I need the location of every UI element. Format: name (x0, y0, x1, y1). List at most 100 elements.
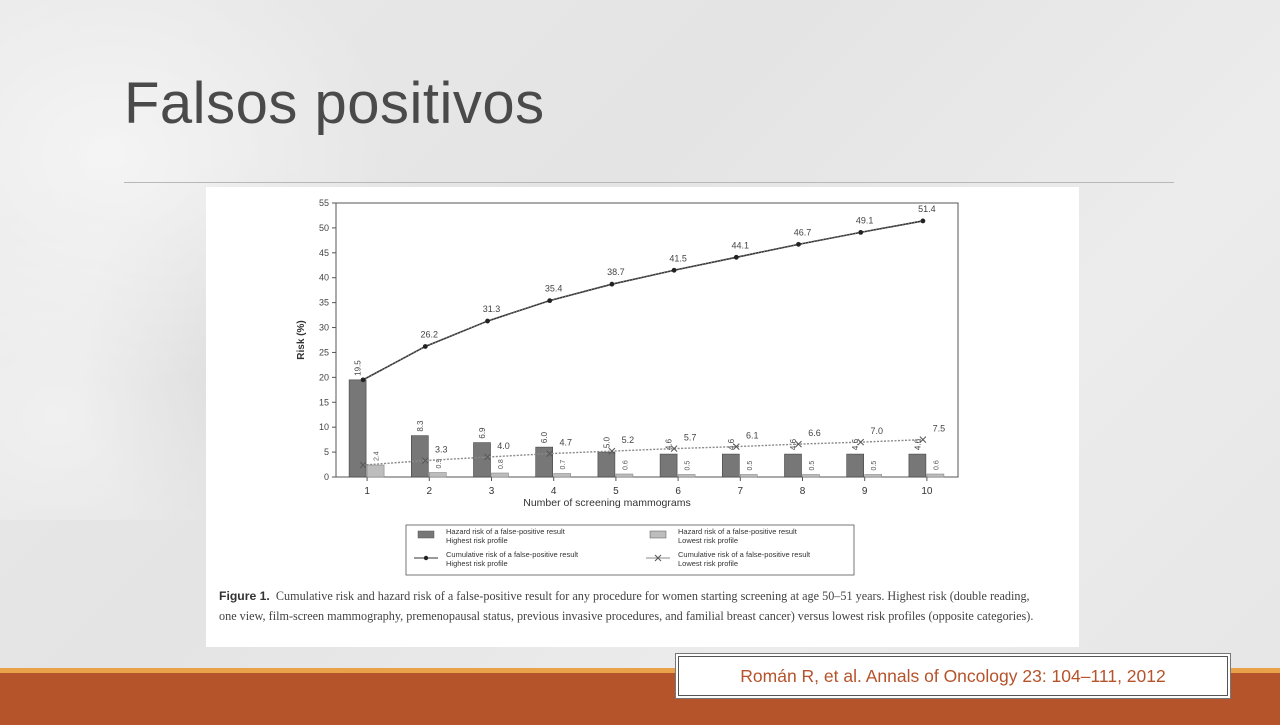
label-cumulative-lowest: 4.7 (559, 438, 572, 448)
bar-label-hazard-highest: 4.6 (913, 438, 922, 450)
label-cumulative-lowest: 4.0 (497, 441, 510, 451)
legend-swatch (649, 530, 667, 539)
line-cumulative-lowest (363, 438, 923, 466)
legend-label-line2: Lowest risk profile (678, 536, 738, 545)
marker-cumulative-lowest (546, 450, 554, 457)
marker-cumulative-lowest (608, 447, 616, 455)
bar-label-hazard-highest: 19.5 (354, 360, 363, 376)
marker-cumulative-lowest (795, 440, 802, 448)
bar-hazard-lowest (553, 473, 572, 478)
figure-caption-text: Cumulative risk and hazard risk of a fal… (219, 589, 1034, 623)
bar-hazard-highest (721, 453, 740, 478)
bar-label-hazard-lowest: 0.6 (622, 460, 629, 470)
x-tick-label: 1 (364, 486, 370, 497)
y-tick-label: 20 (319, 372, 329, 382)
bar-label-hazard-highest: 4.6 (727, 438, 736, 450)
y-tick-label: 25 (319, 347, 329, 357)
bar-hazard-highest (846, 453, 865, 478)
label-cumulative-lowest: 6.6 (808, 428, 821, 438)
label-cumulative-lowest: 5.7 (684, 433, 697, 443)
bar-hazard-highest (348, 379, 367, 478)
label-cumulative-highest: 26.2 (421, 329, 439, 339)
label-cumulative-lowest: 7.0 (870, 426, 883, 436)
legend-label-line2: Highest risk profile (446, 559, 508, 568)
line-cumulative-highest-overlay (362, 220, 923, 381)
marker-cumulative-lowest (484, 453, 491, 461)
label-cumulative-highest: 38.7 (607, 267, 625, 277)
label-cumulative-highest: 44.1 (732, 240, 750, 250)
bar-hazard-highest (473, 442, 491, 478)
marker-cumulative-highest (920, 218, 926, 224)
bar-hazard-lowest (429, 472, 447, 478)
marker-cumulative-lowest (919, 436, 927, 443)
label-cumulative-highest: 41.5 (669, 253, 687, 263)
figure-caption: Figure 1. Cumulative risk and hazard ris… (219, 587, 1049, 626)
figure-panel: 0 5 10 15 20 25 30 35 40 45 50 55 Risk (%) 1 2 3 4 5 6 7 8 9 1… (206, 187, 1079, 647)
title-divider (124, 182, 1174, 183)
marker-cumulative-highest (858, 229, 864, 235)
bar-hazard-lowest (491, 472, 509, 478)
label-cumulative-lowest: 6.1 (746, 431, 759, 441)
y-tick-label: 15 (319, 397, 329, 407)
line-cumulative-highest (362, 220, 924, 381)
label-cumulative-lowest: 7.5 (933, 424, 946, 434)
x-tick-label: 2 (427, 486, 433, 497)
bar-hazard-highest (411, 435, 429, 478)
x-tick-label: 10 (921, 486, 933, 497)
x-tick-label: 5 (613, 486, 619, 497)
bar-label-hazard-lowest: 0.5 (747, 461, 754, 471)
slide-title: Falsos positivos (124, 71, 545, 136)
marker-cumulative-highest (547, 298, 553, 304)
label-cumulative-lowest: 3.3 (435, 445, 448, 455)
bar-label-hazard-highest: 4.6 (665, 438, 674, 450)
plot-frame (335, 202, 959, 478)
y-axis-label: Risk (%) (296, 320, 307, 359)
bar-hazard-lowest (802, 474, 820, 478)
x-tick-label: 3 (489, 486, 495, 497)
bar-hazard-lowest (366, 464, 385, 478)
marker-cumulative-highest (733, 254, 739, 260)
y-tick-label: 50 (319, 223, 329, 233)
marker-cumulative-highest (422, 344, 428, 349)
bar-hazard-lowest (926, 473, 945, 478)
x-tick-label: 8 (800, 486, 806, 497)
marker-cumulative-highest (796, 241, 801, 247)
bar-label-hazard-highest: 8.3 (416, 420, 425, 432)
legend-box (405, 524, 855, 576)
legend-label-line1: Hazard risk of a false-positive result (446, 527, 566, 536)
bar-label-hazard-lowest: 0.5 (685, 461, 692, 471)
label-cumulative-highest: 35.4 (545, 284, 563, 294)
legend-label-line2: Lowest risk profile (678, 559, 738, 568)
label-cumulative-highest: 49.1 (856, 215, 874, 225)
bar-hazard-lowest (864, 474, 883, 478)
bar-label-hazard-lowest: 2.4 (374, 451, 381, 461)
y-tick-label: 35 (319, 298, 329, 308)
marker-cumulative-lowest (421, 457, 429, 464)
bar-label-hazard-lowest: 0.7 (560, 460, 567, 470)
bar-hazard-highest (535, 446, 554, 478)
label-cumulative-highest: 31.3 (483, 304, 501, 314)
marker-cumulative-highest (360, 377, 366, 383)
y-tick-label: 55 (319, 198, 329, 208)
bar-hazard-lowest (677, 474, 696, 478)
bar-label-hazard-lowest: 0.9 (436, 459, 443, 469)
bar-hazard-lowest (739, 474, 758, 478)
legend-label-line1: Cumulative risk of a false-positive resu… (446, 550, 579, 559)
figure-caption-label: Figure 1. (219, 589, 270, 603)
legend-swatch-marker (423, 555, 429, 561)
citation-box: Román R, et al. Annals of Oncology 23: 1… (678, 656, 1228, 696)
bar-label-hazard-lowest: 0.6 (933, 460, 940, 470)
y-tick-label: 5 (324, 447, 329, 457)
x-tick-label: 7 (738, 486, 744, 497)
bar-label-hazard-highest: 4.6 (851, 438, 860, 450)
x-tick-label: 4 (551, 486, 557, 497)
legend-swatch-marker (654, 554, 662, 562)
bar-hazard-lowest (615, 473, 634, 478)
y-tick-label: 45 (319, 248, 329, 258)
label-cumulative-highest: 46.7 (794, 227, 812, 237)
bar-label-hazard-highest: 6.9 (478, 427, 487, 439)
legend-swatch (417, 530, 435, 539)
marker-cumulative-lowest (670, 445, 678, 452)
legend-label-line1: Cumulative risk of a false-positive resu… (678, 550, 811, 559)
